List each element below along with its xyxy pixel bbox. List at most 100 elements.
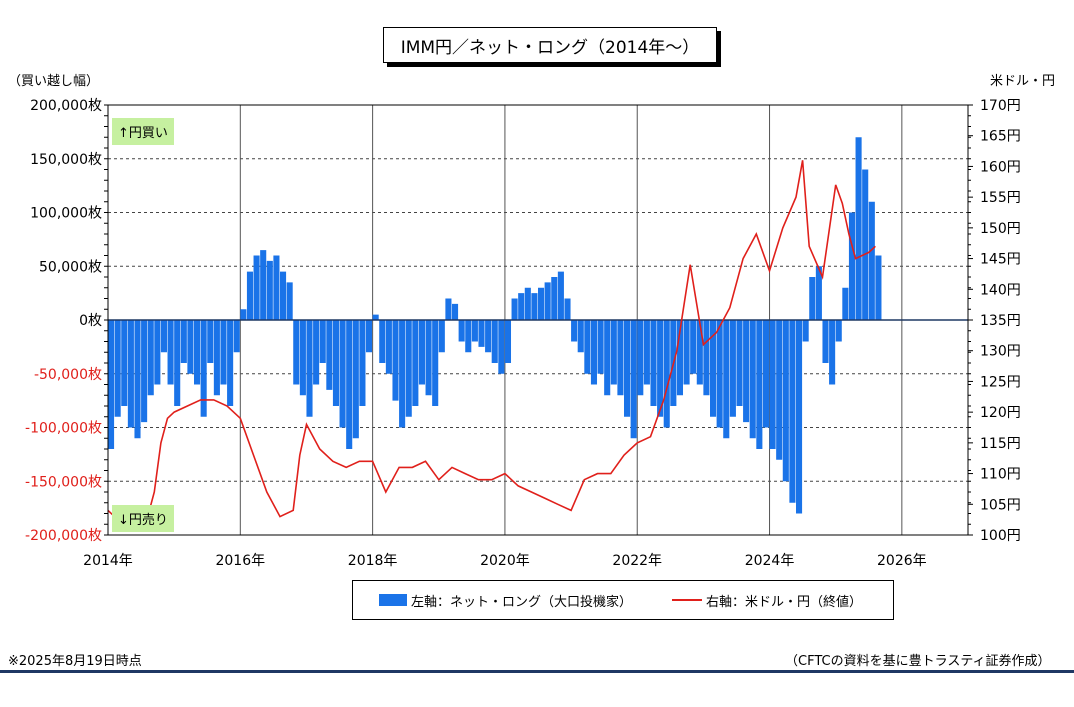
net-long-bar [412, 320, 419, 406]
net-long-bar [868, 201, 875, 320]
net-long-bar [796, 320, 803, 514]
net-long-bar [227, 320, 234, 406]
net-long-bar [676, 320, 684, 396]
right-tick-label: 130円 [980, 344, 1021, 360]
x-tick-label: 2026年 [877, 553, 927, 569]
net-long-bar [584, 320, 591, 374]
chart-title: IMM円／ネット・ロング（2014年～） [383, 27, 717, 63]
legend-line-label: 右軸：米ドル・円（終値） [706, 594, 863, 610]
net-long-bar [134, 320, 141, 439]
net-long-bar [835, 320, 842, 342]
net-long-bar [346, 320, 353, 449]
net-long-bar [551, 277, 558, 320]
net-long-bar [121, 320, 128, 406]
net-long-bar [445, 298, 452, 320]
legend-bar-swatch [379, 594, 407, 606]
net-long-bar [293, 320, 300, 385]
net-long-bar [273, 255, 280, 320]
net-long-bar [657, 320, 664, 417]
net-long-bar [862, 169, 869, 320]
net-long-bar [432, 320, 439, 406]
net-long-bar [809, 277, 816, 320]
net-long-bar [359, 320, 366, 406]
net-long-bar [465, 320, 472, 353]
net-long-bar [286, 282, 293, 320]
right-tick-label: 125円 [980, 374, 1021, 390]
net-long-bar [802, 320, 809, 342]
right-tick-label: 120円 [980, 405, 1021, 421]
net-long-bar [260, 250, 267, 320]
net-long-bar [789, 320, 796, 503]
net-long-bar [180, 320, 187, 363]
net-long-bar [246, 271, 254, 320]
net-long-bar [518, 293, 525, 320]
net-long-bar [385, 320, 392, 374]
footer-rule [0, 670, 1074, 673]
left-tick-label: 50,000枚 [39, 259, 102, 275]
net-long-bar [160, 320, 168, 353]
net-long-bar [564, 298, 571, 320]
net-long-bar [253, 255, 260, 320]
net-long-bar [710, 320, 717, 417]
net-long-bar [776, 320, 783, 460]
net-long-bar [366, 320, 373, 353]
net-long-bar [643, 320, 650, 385]
net-long-bar [822, 320, 829, 363]
net-long-bar [848, 212, 856, 320]
usdjpy-polyline [107, 160, 876, 524]
net-long-bar [498, 320, 505, 374]
net-long-bar [299, 320, 306, 396]
net-long-bar [723, 320, 730, 439]
net-long-bar [280, 271, 287, 320]
net-long-bar [511, 298, 518, 320]
net-long-bar [683, 320, 690, 385]
right-axis-title: 米ドル・円 [990, 74, 1056, 89]
net-long-bar [339, 320, 346, 428]
net-long-bar [875, 255, 882, 320]
legend-bars-label: 左軸：ネット・ロング（大口投機家） [411, 594, 633, 610]
legend: 左軸：ネット・ロング（大口投機家） 右軸：米ドル・円（終値） [352, 580, 894, 620]
net-long-bar [842, 287, 849, 320]
net-long-bar [524, 287, 531, 320]
net-long-bar [617, 320, 624, 396]
left-axis-title: （買い越し幅） [8, 74, 100, 89]
net-long-bar [200, 320, 207, 417]
source-note: （CFTCの資料を基に豊トラスティ証券作成） [785, 654, 1051, 669]
net-long-bar [207, 320, 214, 363]
net-long-bar [485, 320, 492, 353]
left-tick-label: 150,000枚 [30, 152, 102, 168]
net-long-bar [379, 320, 386, 363]
net-long-bar [696, 320, 703, 385]
net-long-bar [769, 320, 776, 449]
net-long-bar [418, 320, 426, 385]
net-long-bar [114, 320, 121, 417]
net-long-bar [663, 320, 670, 428]
net-long-bar [266, 260, 273, 320]
legend-line-swatch [672, 599, 703, 601]
net-long-bars [108, 137, 882, 514]
net-long-bar [425, 320, 432, 396]
usdjpy-line [107, 160, 876, 524]
net-long-bar [478, 320, 485, 347]
left-tick-label: 100,000枚 [30, 206, 102, 222]
left-tick-label: -100,000枚 [25, 421, 102, 437]
left-tick-label: -200,000枚 [25, 528, 102, 544]
net-long-bar [306, 320, 313, 417]
net-long-bar [577, 320, 584, 353]
right-tick-label: 135円 [980, 313, 1021, 329]
x-tick-label: 2024年 [745, 553, 795, 569]
net-long-bar [630, 320, 637, 439]
net-long-bar [531, 293, 538, 320]
net-long-bar [392, 320, 399, 401]
net-long-bar [624, 320, 631, 417]
x-tick-label: 2020年 [480, 553, 530, 569]
left-tick-label: 0枚 [79, 313, 102, 329]
net-long-bar [458, 320, 465, 342]
net-long-bar [749, 320, 756, 439]
net-long-bar [194, 320, 201, 385]
x-tick-label: 2022年 [612, 553, 662, 569]
yen-buy-label: ↑円買い [112, 118, 174, 145]
net-long-bar [610, 320, 617, 385]
net-long-bar [319, 320, 326, 363]
x-tick-label: 2018年 [348, 553, 398, 569]
